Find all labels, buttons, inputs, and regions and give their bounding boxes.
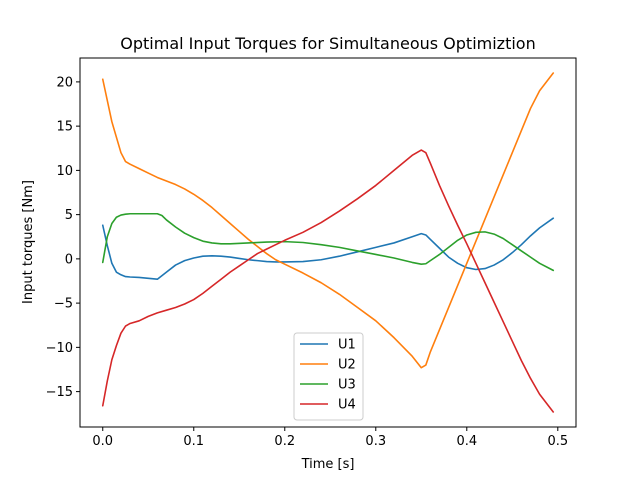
legend: U1 U2 U3 U4 xyxy=(293,332,364,421)
y-tick-label: 10 xyxy=(56,164,73,179)
chart-title: Optimal Input Torques for Simultaneous O… xyxy=(120,34,535,53)
y-tick-label: −5 xyxy=(54,297,73,312)
x-tick-label: 0.3 xyxy=(365,434,386,449)
legend-label-u3: U3 xyxy=(338,378,356,393)
x-axis-label: Time [s] xyxy=(301,457,355,472)
x-tick-label: 0.1 xyxy=(183,434,204,449)
series-line-u3 xyxy=(101,212,555,272)
legend-box xyxy=(293,332,364,421)
legend-label-u1: U1 xyxy=(338,338,356,353)
y-tick-label: −15 xyxy=(46,385,73,400)
x-axis-ticks: 0.0 0.1 0.2 0.3 0.4 0.5 xyxy=(92,427,568,449)
axes-frame xyxy=(79,57,577,428)
y-axis-ticks: −15 −10 −5 0 5 10 15 20 xyxy=(46,75,80,400)
x-tick-label: 0.5 xyxy=(547,434,568,449)
x-tick-label: 0.2 xyxy=(274,434,295,449)
series-line-u4 xyxy=(101,149,555,413)
y-axis-label: Input torques [Nm] xyxy=(21,180,36,304)
y-tick-label: 20 xyxy=(56,75,73,90)
legend-label-u4: U4 xyxy=(338,398,356,413)
x-tick-label: 0.0 xyxy=(92,434,113,449)
y-tick-label: −10 xyxy=(46,341,73,356)
series-lines xyxy=(101,72,555,413)
plot-area xyxy=(79,57,577,428)
y-tick-label: 5 xyxy=(65,208,73,223)
x-tick-label: 0.4 xyxy=(456,434,477,449)
series-line-u2 xyxy=(101,72,555,369)
legend-label-u2: U2 xyxy=(338,358,356,373)
y-tick-label: 15 xyxy=(56,120,73,135)
y-tick-label: 0 xyxy=(65,252,73,267)
